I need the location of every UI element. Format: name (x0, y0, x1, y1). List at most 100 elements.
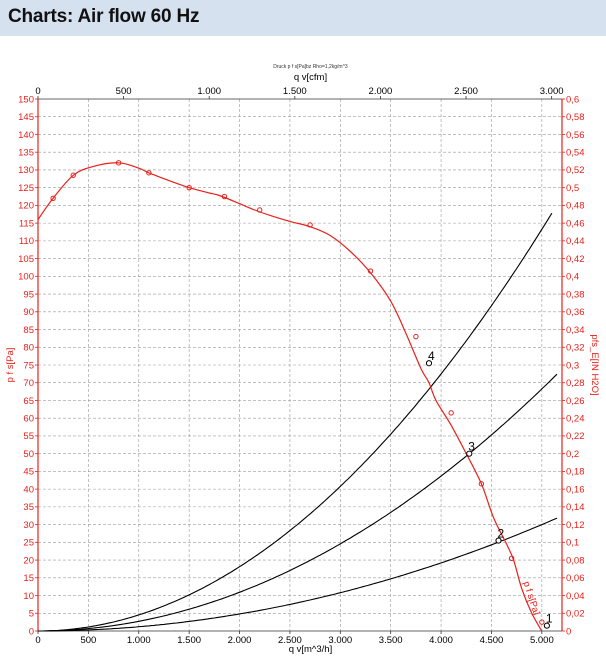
y-right-tick-label: 0,3 (566, 360, 579, 371)
y-left-tick-label: 20 (23, 555, 34, 566)
y-right-tick-label: 0,18 (566, 467, 585, 478)
y-right-tick-label: 0,2 (566, 449, 579, 460)
y-right-tick-label: 0,44 (566, 236, 585, 247)
y-right-tick-label: 0,08 (566, 555, 585, 566)
y-left-tick-label: 0 (29, 626, 34, 637)
system-curve-2 (38, 517, 558, 632)
y-left-tick-label: 90 (23, 307, 34, 318)
fan-curve-marker (186, 184, 192, 191)
fan-curve-marker (256, 207, 263, 213)
x-bottom-tick-label: 2.500 (278, 635, 302, 646)
y-right-tick-label: 0,42 (566, 254, 585, 265)
y-right-tick-label: 0,5 (566, 183, 579, 194)
x-top-tick-label: 3.000 (540, 86, 564, 97)
y-left-tick-label: 135 (18, 148, 34, 159)
y-left-tick-label: 140 (18, 130, 34, 141)
x-top-axis-label: q v[cfm] (294, 72, 327, 83)
x-top-tick-label: 2.000 (369, 86, 393, 97)
operating-point-label-3: 3 (468, 440, 475, 454)
title-bar: Charts: Air flow 60 Hz (0, 0, 606, 36)
y-left-tick-label: 40 (23, 484, 34, 495)
y-left-tick-label: 50 (23, 449, 34, 460)
y-left-tick-label: 60 (23, 414, 34, 425)
y-right-tick-label: 0,12 (566, 520, 585, 531)
x-top-tick-label: 1.500 (283, 86, 307, 97)
y-left-tick-label: 115 (19, 218, 34, 229)
y-right-tick-label: 0,28 (566, 378, 585, 389)
fan-curve-marker (478, 481, 485, 487)
fan-curve-marker (115, 160, 122, 166)
fan-curve-marker (508, 555, 515, 561)
y-left-tick-label: 125 (18, 183, 34, 194)
fan-curve-marker (70, 172, 76, 178)
fan-curve-marker (146, 170, 152, 176)
fan-curve-series-label: p f s[Pa] (521, 580, 542, 617)
y-left-tick-label: 85 (23, 325, 34, 336)
y-right-tick-label: 0,58 (566, 112, 585, 123)
y-left-tick-label: 100 (18, 272, 34, 283)
x-bottom-tick-label: 3.500 (379, 635, 403, 646)
y-right-tick-label: 0,06 (566, 573, 585, 584)
y-right-tick-label: 0,14 (566, 502, 585, 513)
y-right-tick-label: 0,46 (566, 218, 585, 229)
y-right-tick-label: 0,24 (566, 414, 585, 425)
y-left-tick-label: 5 (29, 609, 34, 620)
y-left-tick-label: 30 (23, 520, 34, 531)
fan-curve-marker (413, 333, 419, 340)
y-right-tick-label: 0,54 (566, 148, 585, 159)
y-right-tick-label: 0,32 (566, 343, 585, 354)
fan-curve-marker (367, 268, 374, 274)
fan-curve-line (37, 162, 543, 632)
y-right-tick-label: 0,02 (566, 609, 585, 620)
y-right-tick-label: 0 (566, 626, 571, 637)
y-left-tick-label: 10 (23, 591, 34, 602)
x-bottom-tick-label: 3.000 (328, 635, 352, 646)
x-bottom-tick-label: 5.000 (530, 635, 554, 646)
operating-point-label-1: 1 (546, 612, 553, 626)
x-bottom-axis-label: q v[m^3/h] (289, 644, 333, 655)
operating-point-label-2: 2 (498, 527, 505, 541)
y-left-tick-label: 150 (18, 94, 34, 105)
y-left-tick-label: 15 (23, 573, 34, 584)
y-left-tick-label: 120 (18, 201, 34, 212)
y-left-tick-label: 75 (23, 360, 34, 371)
x-bottom-tick-label: 4.000 (429, 635, 453, 646)
y-left-tick-label: 65 (23, 396, 34, 407)
y-right-tick-label: 0,26 (566, 396, 585, 407)
x-bottom-tick-label: 1.500 (177, 635, 201, 646)
y-right-tick-label: 0,6 (566, 94, 579, 105)
x-bottom-tick-label: 4.500 (480, 635, 504, 646)
operating-point-3 (466, 450, 473, 457)
y-right-axis-label: pfs_E[IN H2O] (589, 334, 600, 395)
y-left-tick-label: 130 (18, 165, 34, 176)
x-top-tick-label: 0 (35, 86, 40, 97)
x-bottom-tick-label: 1.000 (127, 635, 151, 646)
fan-curve-marker (307, 222, 313, 228)
y-left-tick-label: 45 (23, 467, 34, 478)
y-right-tick-label: 0,48 (566, 201, 585, 212)
y-left-tick-label: 80 (23, 343, 34, 354)
y-right-tick-label: 0,4 (566, 272, 579, 283)
x-top-tick-label: 500 (116, 86, 132, 97)
y-left-tick-label: 145 (18, 112, 34, 123)
y-right-tick-label: 0,56 (566, 130, 585, 141)
y-right-tick-label: 0,22 (566, 431, 585, 442)
y-right-tick-label: 0,16 (566, 484, 585, 495)
operating-point-label-4: 4 (428, 349, 435, 363)
system-curve-4 (38, 212, 553, 632)
y-right-tick-label: 0,04 (566, 591, 585, 602)
y-left-tick-label: 25 (23, 538, 34, 549)
fan-curve-marker (539, 619, 545, 625)
y-right-tick-label: 0,1 (566, 538, 579, 549)
y-right-tick-label: 0,38 (566, 289, 585, 300)
x-bottom-tick-label: 500 (80, 635, 96, 646)
system-curve-3 (38, 373, 558, 632)
x-top-tick-label: 1.000 (197, 86, 221, 97)
x-top-tick-label: 2.500 (454, 86, 478, 97)
y-left-tick-label: 70 (23, 378, 34, 389)
operating-point-4 (425, 360, 433, 367)
fan-curve-marker (448, 410, 454, 416)
y-right-tick-label: 0,34 (566, 325, 585, 336)
y-right-tick-label: 0,36 (566, 307, 585, 318)
